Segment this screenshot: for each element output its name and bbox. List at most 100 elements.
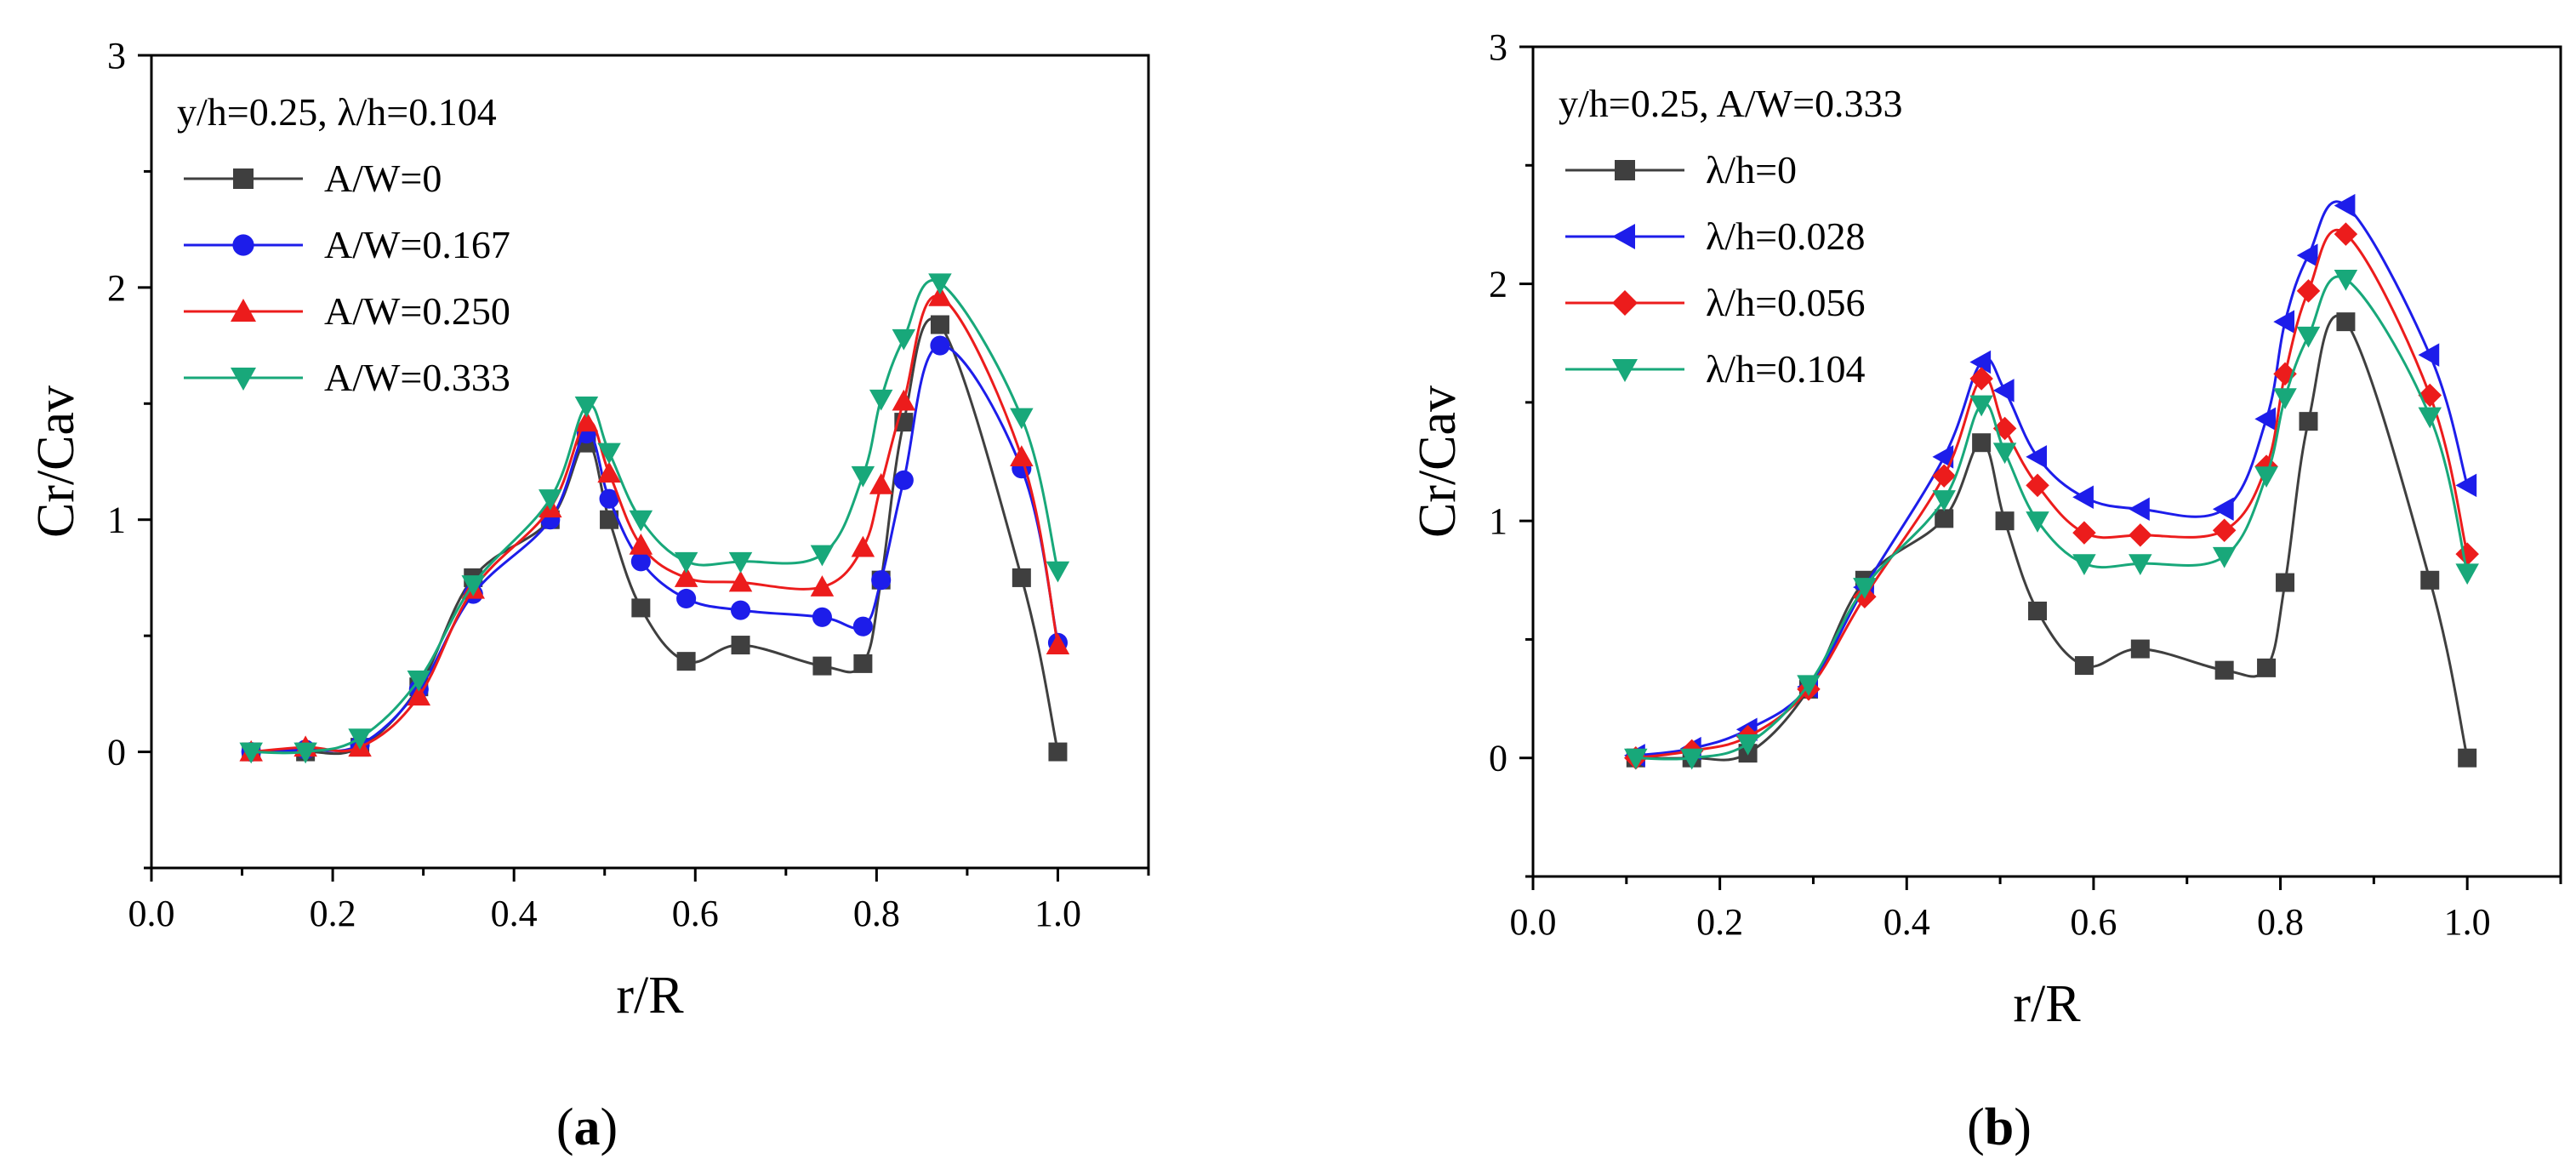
x-tick-label: 0.0 [128, 893, 175, 934]
data-point [2273, 388, 2297, 410]
data-point [730, 600, 751, 620]
data-point [728, 570, 753, 592]
data-point [928, 285, 952, 306]
data-point [1969, 395, 1993, 417]
x-tick-label: 1.0 [1034, 893, 1081, 934]
data-point [731, 636, 750, 655]
plot-frame [1531, 45, 2562, 878]
data-point [2072, 521, 2096, 545]
data-point [629, 510, 653, 532]
subfigure-label: (a) [556, 1099, 618, 1156]
data-point [407, 670, 431, 692]
data-point [930, 315, 949, 334]
data-point [1969, 350, 1992, 374]
x-tick-label: 0.4 [491, 893, 538, 934]
data-point [2299, 412, 2318, 431]
data-point [2254, 466, 2278, 488]
data-point [674, 566, 698, 587]
data-point [2130, 639, 2150, 659]
data-point [2129, 554, 2152, 576]
data-point [676, 588, 697, 609]
data-point [1010, 445, 1034, 467]
legend-marker [232, 234, 254, 256]
data-point [2028, 602, 2048, 620]
data-point [631, 598, 651, 618]
data-point [2026, 511, 2049, 533]
data-point [461, 575, 485, 597]
data-point [2334, 193, 2356, 218]
data-point [1992, 442, 2017, 465]
x-tick-label: 0.8 [2257, 901, 2304, 943]
data-point [239, 742, 263, 764]
data-point [1735, 734, 1760, 756]
data-point [1797, 675, 1821, 697]
data-point [1679, 748, 1704, 770]
x-tick-label: 1.0 [2444, 901, 2491, 943]
data-point [676, 652, 696, 671]
legend-marker [1612, 290, 1638, 316]
data-point [2257, 658, 2277, 677]
data-point [2212, 518, 2237, 543]
data-point [2026, 445, 2048, 469]
data-point [2336, 312, 2356, 332]
data-point [851, 465, 875, 488]
data-point [599, 488, 619, 509]
legend-marker [233, 168, 254, 189]
data-point [2026, 473, 2049, 498]
data-point [574, 397, 599, 418]
data-point [2129, 523, 2152, 547]
data-point [630, 551, 651, 572]
data-point [2129, 497, 2150, 521]
y-tick-label: 3 [107, 35, 126, 77]
legend-title: y/h=0.25, A/W=0.333 [1559, 82, 1903, 125]
data-point [1048, 742, 1068, 762]
legend-marker [1615, 160, 1635, 180]
data-point [2296, 326, 2321, 348]
data-point [407, 684, 431, 706]
plot-frame [150, 54, 1150, 870]
x-tick-label: 0.4 [1884, 901, 1930, 943]
x-tick-label: 0.6 [672, 893, 719, 934]
data-point [1046, 633, 1070, 655]
legend-label: λ/h=0.056 [1706, 281, 1866, 324]
data-point [2455, 473, 2477, 498]
data-point [629, 533, 653, 555]
data-point [574, 410, 599, 432]
data-point [1010, 408, 1034, 430]
data-point [928, 273, 952, 295]
y-tick-label: 2 [107, 267, 126, 309]
data-point [2418, 343, 2440, 367]
data-point [892, 328, 916, 351]
data-point [1992, 379, 2015, 402]
data-point [810, 575, 835, 597]
data-point [348, 728, 372, 750]
legend-label: A/W=0.333 [324, 356, 510, 399]
data-point [853, 654, 873, 673]
legend-marker [231, 299, 256, 322]
y-axis-label: Cr/Cav [27, 385, 85, 538]
data-point [2212, 546, 2237, 568]
legend-label: A/W=0.167 [324, 223, 510, 266]
legend-marker [1612, 359, 1638, 382]
data-point [892, 389, 916, 411]
data-point [2296, 279, 2321, 303]
legend-label: λ/h=0.028 [1706, 214, 1866, 258]
data-point [1932, 464, 1956, 488]
data-point [2334, 270, 2358, 291]
x-tick-label: 0.2 [310, 893, 356, 934]
data-point [2072, 554, 2096, 576]
legend-marker [231, 368, 256, 391]
data-point [294, 742, 317, 764]
x-tick-label: 0.2 [1696, 901, 1743, 943]
data-point [1932, 445, 1954, 469]
x-axis-label: r/R [616, 967, 684, 1025]
y-tick-label: 0 [1489, 738, 1507, 779]
chart-panel-a: 0.0 0.2 0.4 0.6 0.8 1.0 0 1 2 3 r/R Cr/Cav (a) y/h=0.… [27, 35, 1150, 1156]
data-point [1012, 568, 1031, 587]
data-point [812, 656, 832, 676]
data-point [2214, 660, 2234, 680]
data-point [871, 570, 892, 591]
data-point [1046, 561, 1070, 583]
data-point [1995, 511, 2015, 531]
